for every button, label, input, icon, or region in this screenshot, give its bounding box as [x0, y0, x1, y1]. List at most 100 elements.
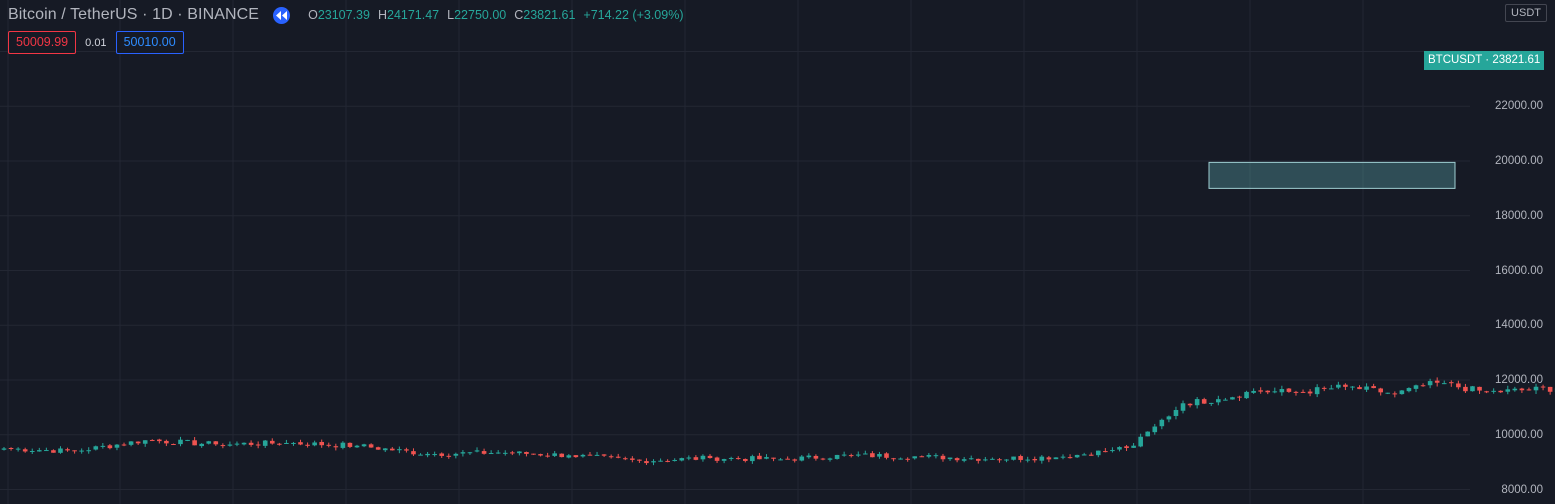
candle — [1413, 384, 1419, 393]
candle — [517, 451, 522, 456]
candle — [326, 442, 332, 448]
candle — [1441, 380, 1447, 385]
candle — [898, 457, 903, 460]
candle — [128, 441, 134, 447]
candle — [164, 439, 169, 447]
candle — [107, 444, 113, 450]
change-value: +714.22 (+3.09%) — [583, 8, 684, 22]
candle — [651, 459, 656, 466]
price-axis-tick: 20000.00 — [1495, 155, 1543, 167]
candle — [1223, 397, 1228, 401]
candle — [220, 443, 226, 449]
candle — [587, 451, 593, 456]
candlesticks[interactable] — [1, 56, 1555, 466]
candle — [1533, 383, 1539, 395]
candle — [961, 456, 967, 463]
candle — [255, 441, 261, 449]
candle — [743, 458, 748, 463]
candle — [495, 450, 501, 454]
candle — [1216, 395, 1221, 406]
candle — [1117, 446, 1122, 452]
candle — [93, 445, 99, 451]
candle — [248, 440, 254, 447]
candle — [1434, 377, 1440, 387]
candle — [933, 453, 939, 459]
candle — [1046, 455, 1052, 463]
candle — [439, 452, 445, 458]
candle — [1498, 390, 1504, 393]
horizontal-zone-rectangle[interactable] — [1208, 161, 1456, 189]
candle — [637, 459, 642, 463]
candle — [983, 456, 988, 462]
candle — [1265, 390, 1271, 395]
candle — [1124, 444, 1129, 451]
candle — [277, 442, 282, 446]
sell-button[interactable]: 50009.99 — [8, 31, 77, 54]
currency-selector[interactable]: USDT — [1505, 4, 1547, 22]
candle — [411, 448, 416, 456]
candle — [1039, 455, 1045, 464]
price-axis-tick: 10000.00 — [1495, 428, 1543, 441]
candle — [390, 447, 395, 451]
candle — [142, 440, 148, 447]
candle — [312, 440, 317, 447]
candle — [1491, 388, 1496, 394]
candle — [1286, 387, 1292, 393]
candle — [121, 442, 127, 447]
candle — [686, 455, 692, 461]
candle — [679, 457, 685, 462]
candle — [15, 447, 21, 452]
candle — [284, 439, 289, 444]
candle — [552, 451, 557, 457]
candle — [1237, 395, 1242, 402]
candle — [333, 443, 339, 451]
candle — [735, 456, 741, 460]
candle — [185, 439, 190, 442]
candle — [100, 443, 106, 449]
candle — [29, 448, 35, 455]
candle — [1505, 385, 1511, 395]
candle — [912, 456, 918, 460]
candle — [693, 455, 699, 461]
candle — [1272, 387, 1278, 394]
candle — [192, 437, 197, 446]
candle — [305, 442, 310, 448]
candle — [771, 457, 776, 462]
candle — [975, 458, 981, 464]
candle — [1470, 385, 1475, 392]
candle — [72, 450, 77, 454]
candle — [1060, 454, 1066, 460]
candle — [1208, 402, 1214, 406]
candle — [877, 451, 882, 459]
candle — [1194, 397, 1200, 409]
candle — [545, 452, 550, 458]
close-value: C23821.61 — [514, 8, 576, 22]
candle — [1145, 431, 1151, 437]
candle — [354, 444, 360, 448]
candle — [1314, 384, 1320, 398]
candle — [1364, 383, 1369, 393]
candle — [227, 441, 233, 447]
candle — [863, 450, 868, 455]
candle — [573, 455, 579, 458]
candle — [446, 453, 452, 459]
replay-icon[interactable] — [273, 6, 291, 24]
candle — [1350, 386, 1355, 391]
buy-button[interactable]: 50010.00 — [115, 31, 184, 54]
candle — [841, 451, 847, 457]
candle — [1025, 456, 1030, 463]
candle — [368, 443, 374, 448]
candle — [524, 451, 529, 457]
candle — [997, 457, 1002, 463]
candle — [1131, 443, 1136, 448]
candle — [8, 447, 14, 451]
candle — [1011, 456, 1016, 461]
candle — [1540, 384, 1546, 391]
high-value: H24171.47 — [377, 8, 440, 22]
open-value: O23107.39 — [308, 8, 370, 22]
price-axis-tick: 16000.00 — [1495, 264, 1543, 277]
candle — [644, 458, 649, 465]
candle — [757, 452, 762, 460]
symbol-title[interactable]: Bitcoin / TetherUS · 1D · BINANCE — [8, 6, 260, 23]
